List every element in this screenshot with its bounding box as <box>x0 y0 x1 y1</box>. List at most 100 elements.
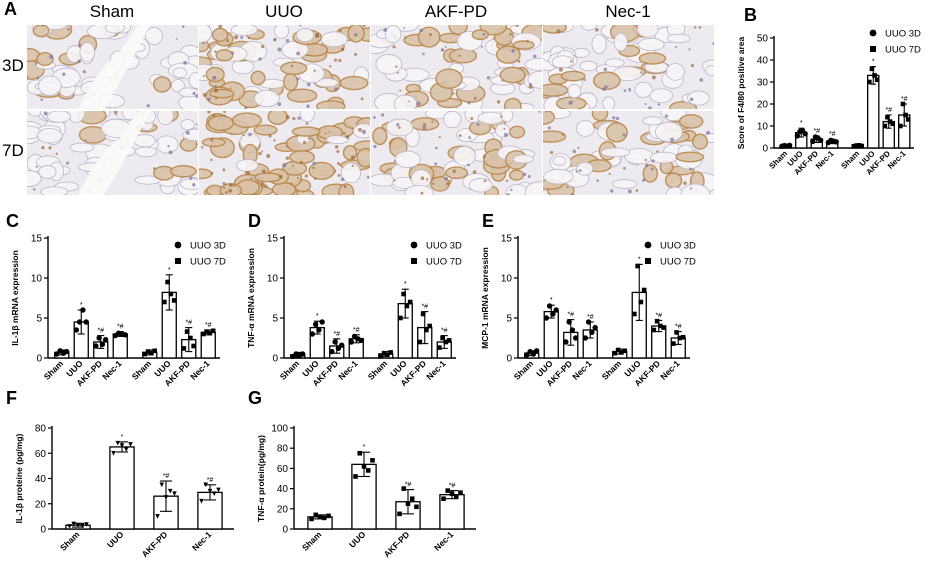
data-point <box>309 331 316 337</box>
data-point <box>440 335 445 341</box>
legend-label: UUO 3D <box>190 241 226 252</box>
data-point <box>329 348 335 355</box>
data-point <box>874 77 880 83</box>
data-point <box>171 298 177 303</box>
legend-marker <box>411 258 417 264</box>
data-point <box>357 450 363 456</box>
y-tick-label: 20 <box>277 504 289 515</box>
data-point <box>677 335 683 341</box>
data-point <box>622 348 627 354</box>
x-tick-label: Sham <box>130 358 154 382</box>
significance-label: *# <box>205 322 212 329</box>
x-tick-label: UUO <box>347 529 368 550</box>
x-tick-label: Sham <box>278 358 302 382</box>
x-tick-label: Nec-1 <box>570 358 594 382</box>
significance-label: * <box>550 297 553 304</box>
y-axis-label: Score of F4/80 positive area <box>736 37 746 150</box>
data-point <box>149 350 154 356</box>
data-point <box>569 327 576 333</box>
data-point <box>207 330 213 336</box>
data-point <box>417 339 423 345</box>
data-point <box>397 511 402 517</box>
x-tick-label: Nec-1 <box>100 358 124 382</box>
data-point <box>817 137 824 143</box>
data-point <box>612 350 618 356</box>
y-tick-label: 50 <box>757 34 769 45</box>
data-point <box>358 337 364 344</box>
data-point <box>585 319 592 325</box>
legend-marker <box>644 241 652 249</box>
significance-label: *# <box>829 131 836 138</box>
data-point <box>378 353 384 358</box>
column-label-uuo: UUO <box>265 2 303 21</box>
significance-label: * <box>316 313 319 320</box>
legend-label: UUO 3D <box>426 241 462 252</box>
data-point <box>115 440 121 446</box>
y-tick-label: 0 <box>40 525 46 536</box>
micrograph-akf-pd-3d <box>371 25 542 109</box>
x-tick-label: UUO <box>105 529 126 550</box>
data-point <box>207 488 213 494</box>
y-tick-label: 40 <box>35 474 47 485</box>
chart-panel-f: 0 20 40 60 80 IL-1β proteine (pg/mg) Sham * UUO *… <box>14 424 234 559</box>
data-point <box>449 491 455 496</box>
data-point <box>872 73 877 78</box>
x-tick-label: Nec-1 <box>190 529 214 553</box>
y-tick-label: 0 <box>272 354 278 365</box>
data-point <box>572 335 579 341</box>
data-point <box>794 133 801 139</box>
data-point <box>326 513 331 519</box>
data-point <box>210 328 216 334</box>
data-point <box>851 143 857 149</box>
y-tick-label: 20 <box>757 100 769 111</box>
x-tick-label: Nec-1 <box>424 358 448 382</box>
data-point <box>381 350 387 356</box>
significance-label: *# <box>441 328 448 335</box>
data-point <box>75 522 81 528</box>
x-tick-label: Nec-1 <box>658 358 682 382</box>
data-point <box>553 307 559 313</box>
y-tick-label: 15 <box>31 234 43 245</box>
y-axis-label: MCP-1 mRNA expression <box>480 247 490 349</box>
data-point <box>163 495 169 500</box>
data-point <box>615 347 621 353</box>
significance-label: *# <box>97 328 104 335</box>
data-point <box>458 490 463 495</box>
data-point <box>172 491 177 496</box>
data-point <box>437 345 442 350</box>
data-point <box>99 341 106 348</box>
data-point <box>63 348 70 355</box>
micrograph-nec-1-3d <box>543 25 714 109</box>
y-axis-label: TNF-α mRNA expression <box>246 248 256 348</box>
y-tick-label: 5 <box>36 314 42 325</box>
data-point <box>119 443 125 448</box>
bar <box>867 74 880 149</box>
data-point <box>348 339 355 345</box>
data-point <box>201 331 206 337</box>
y-tick-label: 10 <box>31 274 43 285</box>
data-point <box>443 339 449 345</box>
data-point <box>898 123 903 129</box>
x-tick-label: Sham <box>512 358 536 382</box>
data-point <box>445 488 451 493</box>
data-point <box>885 114 890 120</box>
micrograph-sham-3d <box>27 25 198 109</box>
data-point <box>546 303 553 309</box>
x-tick-label: AKF-PD <box>140 529 170 559</box>
legend-label: UUO 3D <box>885 29 921 40</box>
data-point <box>589 329 595 336</box>
panel-letter-b: B <box>744 5 757 25</box>
significance-label: *# <box>163 473 170 480</box>
data-point <box>420 311 426 317</box>
data-point <box>635 263 640 269</box>
data-point <box>859 143 864 149</box>
significance-label: *# <box>185 320 192 327</box>
data-point <box>592 324 598 331</box>
data-point <box>312 321 319 328</box>
data-point <box>145 349 151 354</box>
significance-label: *# <box>207 477 214 484</box>
column-label-akf-pd: AKF-PD <box>424 2 488 21</box>
y-tick-label: 0 <box>282 525 288 536</box>
